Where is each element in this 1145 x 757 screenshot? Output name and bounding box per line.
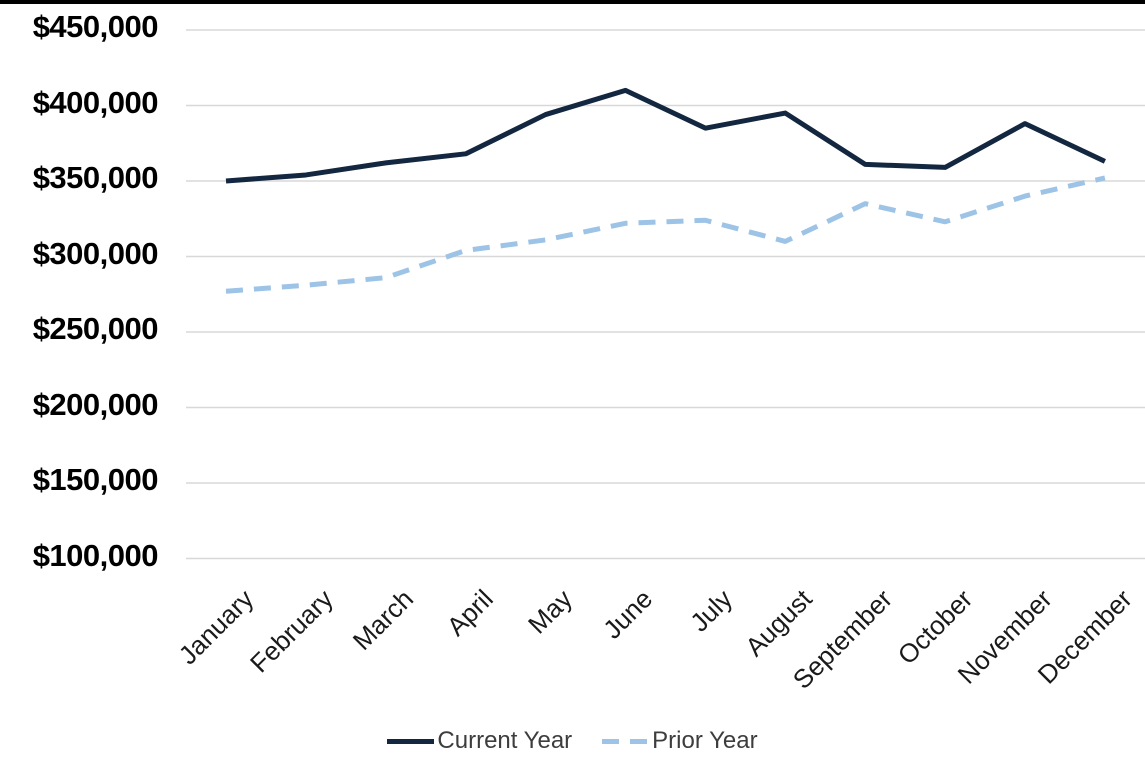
legend-line-sample-solid	[387, 738, 435, 744]
series-line-current-year	[225, 87, 1106, 184]
legend-item-prior-year: Prior Year	[602, 727, 758, 755]
chart-top-border	[0, 0, 1145, 4]
y-tick-label: $450,000	[32, 9, 159, 44]
y-tick-label: $100,000	[32, 537, 159, 573]
y-tick-label: $200,000	[32, 386, 159, 422]
y-tick-label: $350,000	[32, 160, 159, 195]
legend-line-sample-dashed	[602, 738, 650, 744]
y-tick-label: $400,000	[32, 84, 159, 120]
legend-label: Current Year	[437, 727, 573, 754]
legend-label: Prior Year	[652, 727, 758, 754]
chart-legend: Current Year Prior Year	[0, 724, 1145, 757]
legend-item-current-year: Current Year	[387, 727, 572, 755]
y-tick-label: $250,000	[32, 311, 159, 346]
y-tick-label: $150,000	[32, 462, 159, 497]
y-tick-label: $300,000	[32, 235, 159, 271]
series-line-prior-year	[225, 175, 1106, 294]
